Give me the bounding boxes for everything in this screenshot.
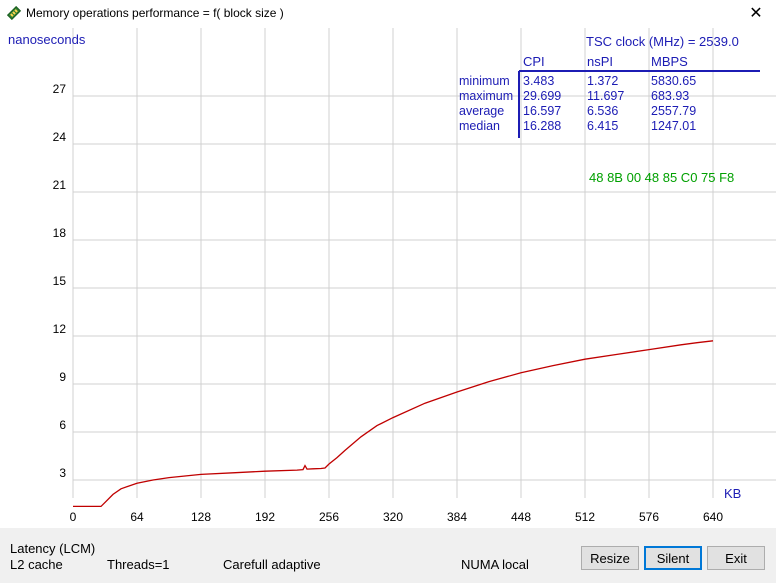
close-button[interactable]: ✕: [749, 5, 763, 22]
y-axis-label: nanoseconds: [8, 32, 86, 47]
stats-cell-cpi-3: 16.288: [523, 119, 561, 133]
silent-button[interactable]: Silent: [644, 546, 702, 570]
stats-cell-nspi-0: 1.372: [587, 74, 618, 88]
y-tick-label-5: 18: [53, 226, 67, 240]
x-tick-label-3: 192: [255, 510, 275, 524]
stats-cell-label-3: median: [459, 119, 500, 133]
stats-cell-nspi-1: 11.697: [587, 89, 624, 103]
stats-cell-label-1: maximum: [459, 89, 513, 103]
y-tick-label-7: 24: [53, 130, 67, 144]
stats-cell-mbps-0: 5830.65: [651, 74, 696, 88]
stats-cell-mbps-1: 683.93: [651, 89, 689, 103]
x-tick-label-7: 448: [511, 510, 531, 524]
stats-cell-nspi-2: 6.536: [587, 104, 618, 118]
opcode-bytes: 48 8B 00 48 85 C0 75 F8: [589, 170, 734, 185]
status-adaptive: Carefull adaptive: [223, 557, 321, 572]
stats-cell-mbps-3: 1247.01: [651, 119, 696, 133]
window-title: Memory operations performance = f( block…: [26, 6, 284, 20]
y-tick-label-4: 15: [53, 274, 67, 288]
x-tick-label-1: 64: [130, 510, 144, 524]
stats-cell-nspi-3: 6.415: [587, 119, 618, 133]
y-tick-labels: 3 6 9 12 15 18 21 24 27: [53, 82, 67, 480]
x-tick-label-6: 384: [447, 510, 467, 524]
x-tick-label-0: 0: [70, 510, 77, 524]
x-tick-label-5: 320: [383, 510, 403, 524]
status-threads: Threads=1: [107, 557, 170, 572]
exit-button[interactable]: Exit: [707, 546, 765, 570]
x-tick-labels: 0 64 128 192 256 320 384 448 512 576 640: [70, 510, 724, 524]
title-bar: Memory operations performance = f( block…: [0, 0, 776, 28]
resize-button[interactable]: Resize: [581, 546, 639, 570]
x-tick-label-8: 512: [575, 510, 595, 524]
stats-cell-label-2: average: [459, 104, 504, 118]
x-tick-label-9: 576: [639, 510, 659, 524]
status-numa: NUMA local: [461, 557, 529, 572]
status-target: L2 cache: [10, 557, 63, 572]
y-tick-label-8: 27: [53, 82, 67, 96]
x-tick-label-4: 256: [319, 510, 339, 524]
stats-col-nspi: nsPI: [587, 54, 613, 69]
y-tick-label-2: 9: [59, 370, 66, 384]
tsc-clock-label: TSC clock (MHz) = 2539.0: [586, 34, 739, 49]
stats-cell-cpi-0: 3.483: [523, 74, 554, 88]
x-axis-unit-label: KB: [724, 486, 741, 501]
x-tick-label-10: 640: [703, 510, 723, 524]
latency-chart: 3 6 9 12 15 18 21 24 27 0 64 128 192 256 320 384 448 512…: [8, 28, 776, 524]
y-tick-label-6: 21: [53, 178, 67, 192]
chart-grid: [72, 28, 776, 498]
memory-chip-icon: [7, 6, 21, 20]
y-tick-label-3: 12: [53, 322, 67, 336]
status-mode: Latency (LCM): [10, 541, 96, 556]
stats-cell-mbps-2: 2557.79: [651, 104, 696, 118]
stats-col-cpi: CPI: [523, 54, 545, 69]
x-tick-label-2: 128: [191, 510, 211, 524]
plot-area: 3 6 9 12 15 18 21 24 27 0 64 128 192 256 320 384 448 512…: [0, 28, 776, 528]
stats-cell-cpi-2: 16.597: [523, 104, 561, 118]
stats-col-mbps: MBPS: [651, 54, 688, 69]
stats-cell-label-0: minimum: [459, 74, 510, 88]
y-tick-label-1: 6: [59, 418, 66, 432]
stats-rows: minimum 3.483 1.372 5830.65 maximum 29.699 11.…: [459, 74, 696, 133]
y-tick-label-0: 3: [59, 466, 66, 480]
stats-cell-cpi-1: 29.699: [523, 89, 561, 103]
latency-series-line: [73, 340, 714, 508]
